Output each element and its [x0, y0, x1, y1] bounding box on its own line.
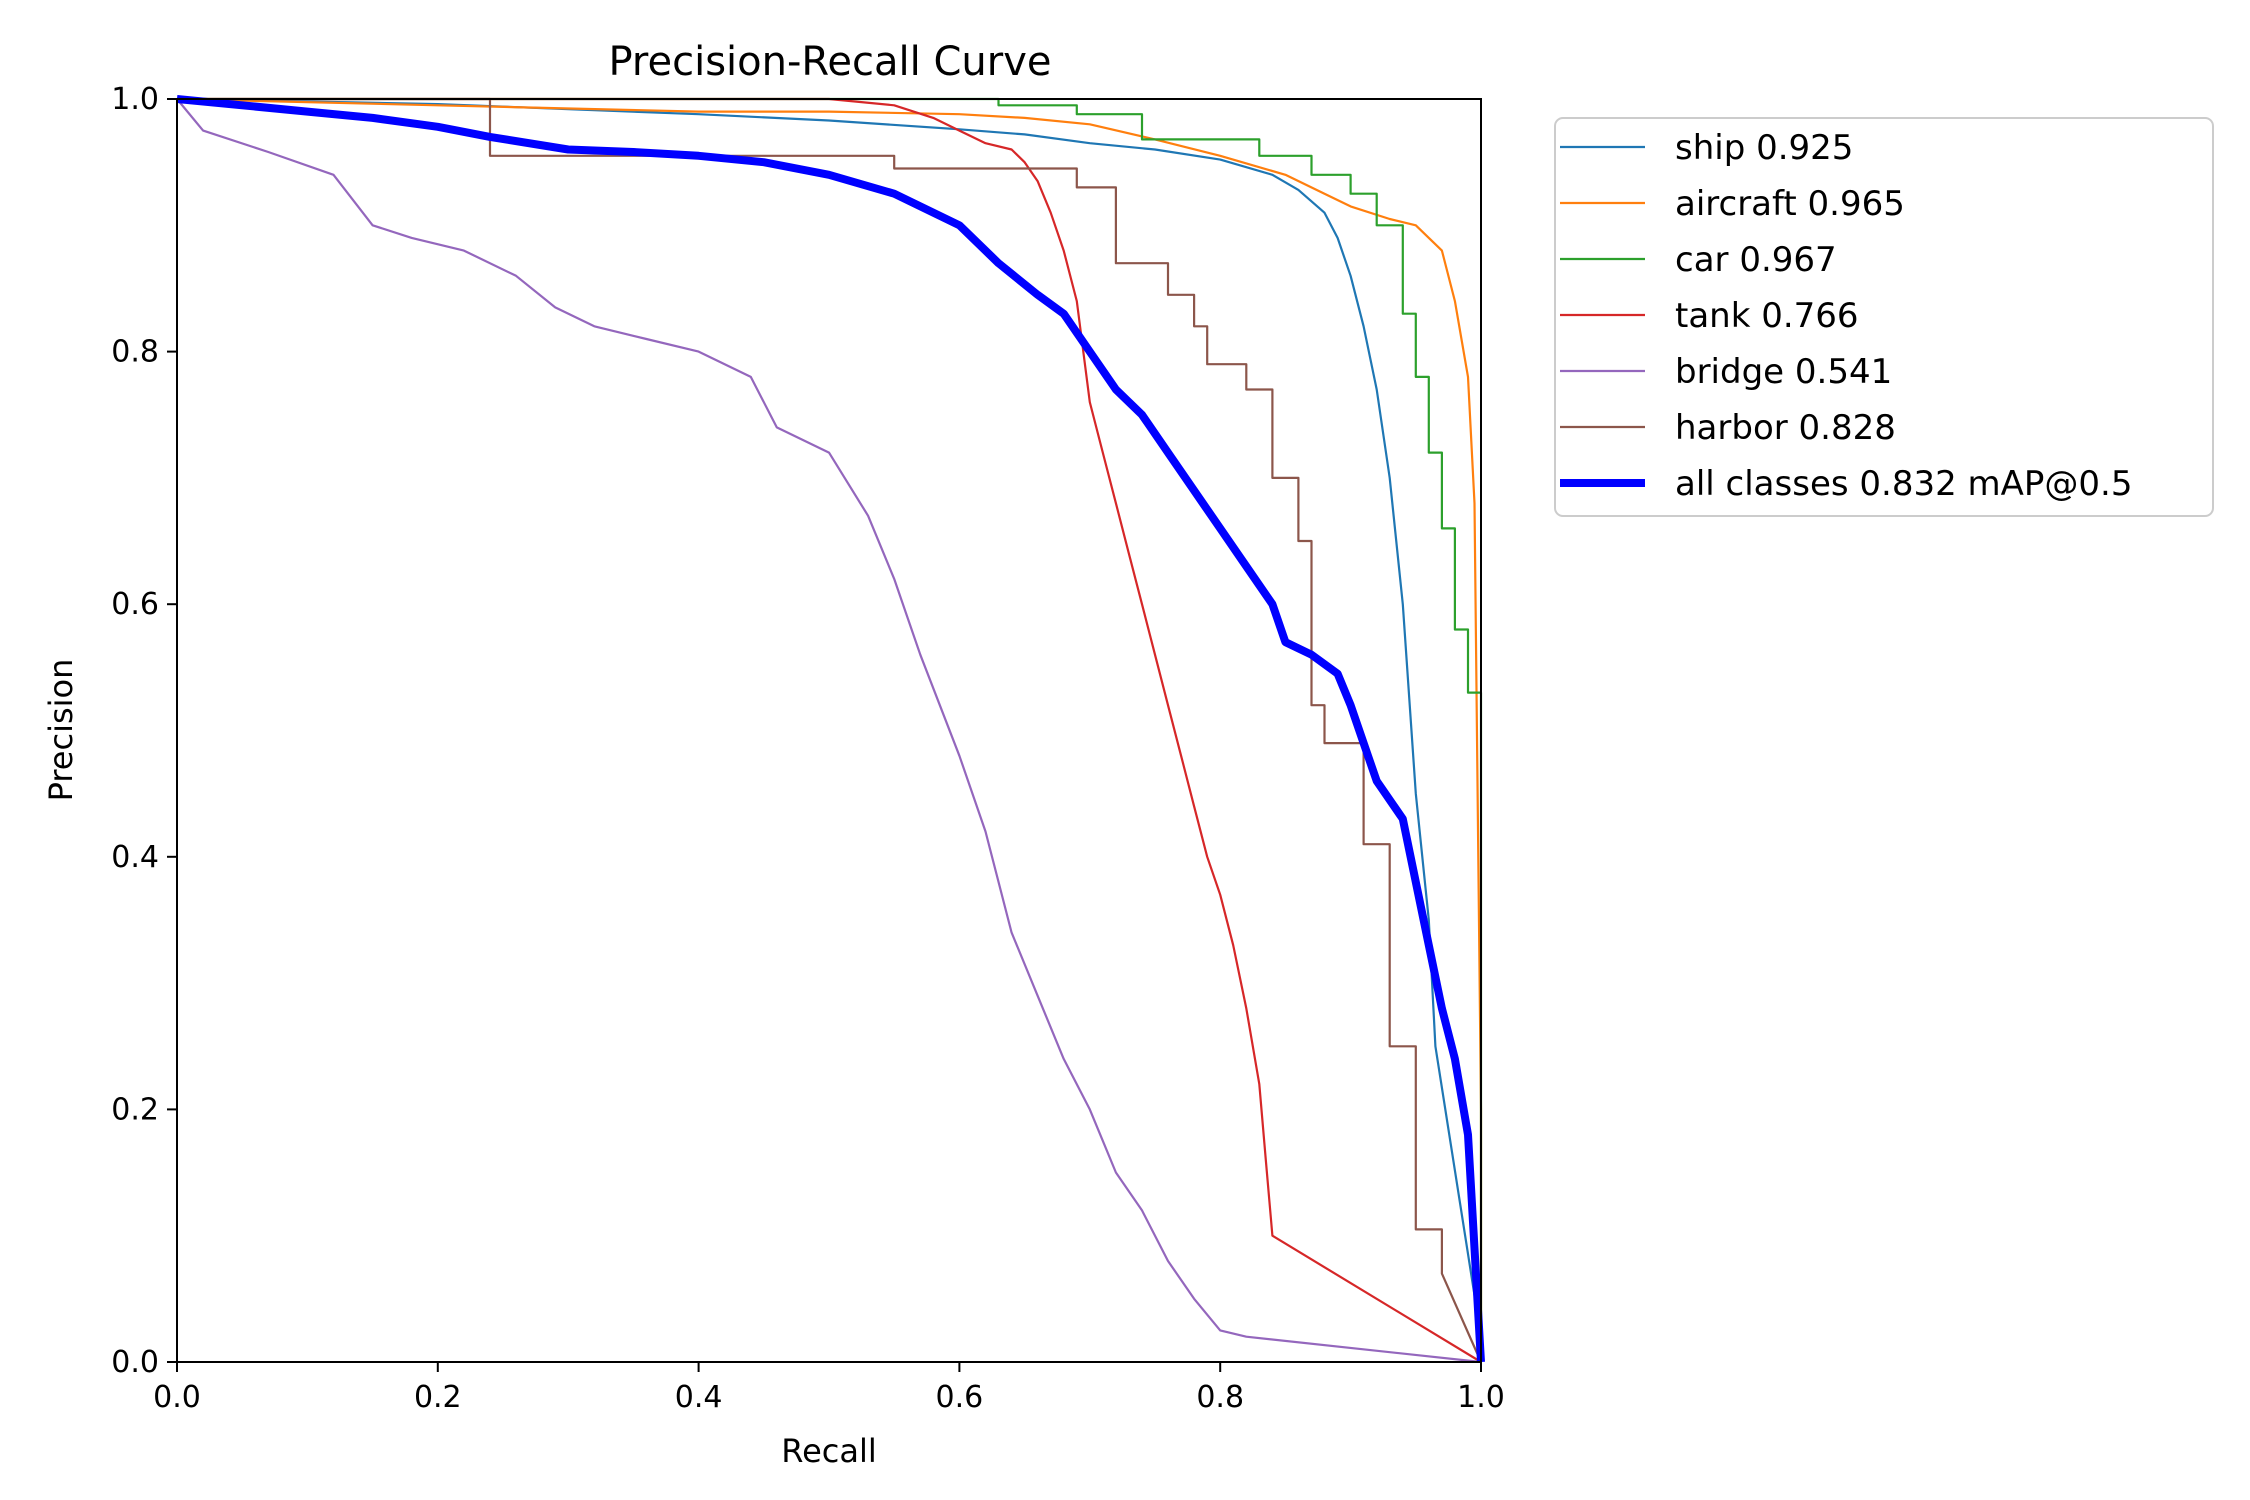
legend-label-5: harbor 0.828 — [1675, 408, 1896, 448]
x-tick-label: 0.2 — [414, 1380, 462, 1415]
x-tick-label: 0.8 — [1196, 1380, 1244, 1415]
legend-label-0: ship 0.925 — [1675, 128, 1853, 168]
legend-label-4: bridge 0.541 — [1675, 352, 1892, 392]
y-tick-label: 0.8 — [111, 335, 159, 370]
legend-frame — [1554, 117, 2214, 517]
y-tick-label: 1.0 — [111, 82, 159, 117]
x-tick-label: 0.6 — [936, 1380, 984, 1415]
legend-label-3: tank 0.766 — [1675, 296, 1859, 336]
x-tick-label: 1.0 — [1457, 1380, 1505, 1415]
y-tick-label: 0.2 — [111, 1092, 159, 1127]
y-axis-label: Precision — [42, 659, 80, 802]
plot-frame — [176, 98, 1482, 1363]
y-tick-label: 0.6 — [111, 587, 159, 622]
legend-label-6: all classes 0.832 mAP@0.5 — [1675, 464, 2132, 504]
x-axis-label: Recall — [781, 1432, 876, 1470]
x-tick-label: 0.0 — [153, 1380, 201, 1415]
x-tick-label: 0.4 — [675, 1380, 723, 1415]
series-line-4 — [176, 98, 1482, 1364]
legend-label-2: car 0.967 — [1675, 240, 1837, 280]
series-layer — [176, 95, 1485, 1364]
ticks-layer: 0.0 0.2 0.4 0.6 0.8 1.0 0.0 0.2 0.4 0.6 0.8 1.0 — [111, 82, 1505, 1415]
chart-title: Precision-Recall Curve — [609, 39, 1052, 85]
series-line-5 — [177, 97, 1483, 1363]
y-tick-label: 0.0 — [111, 1345, 159, 1380]
y-tick-label: 0.4 — [111, 840, 159, 875]
series-line-3 — [177, 97, 1482, 1363]
series-line-6 — [176, 95, 1485, 1363]
series-line-1 — [176, 97, 1483, 1362]
series-line-2 — [177, 97, 1483, 1362]
legend: ship 0.925 aircraft 0.965 car 0.967 tank 0.… — [1554, 117, 2214, 517]
series-line-0 — [176, 97, 1483, 1337]
legend-label-1: aircraft 0.965 — [1675, 184, 1905, 224]
